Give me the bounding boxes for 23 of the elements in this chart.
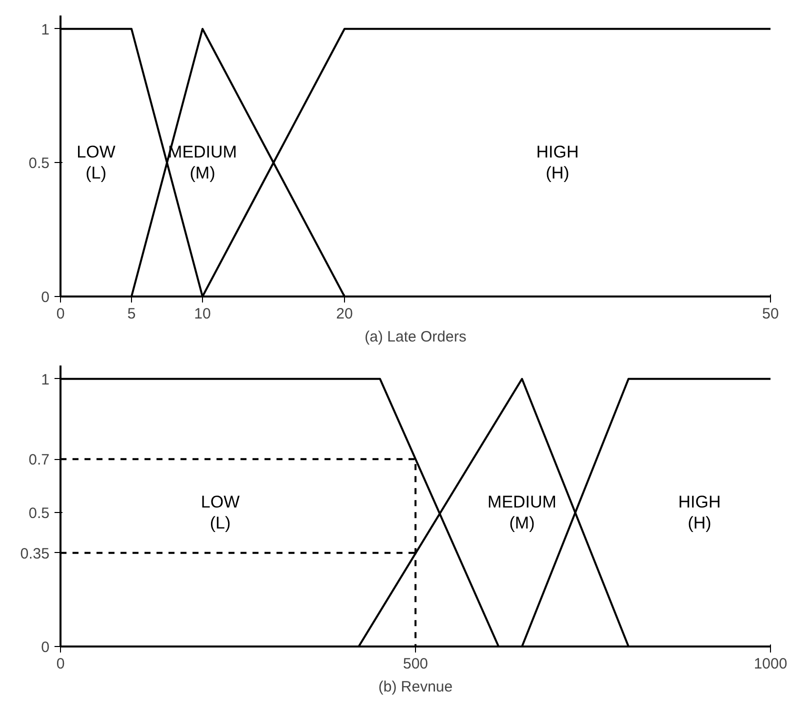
y-tick-label: 0.5 [28, 505, 50, 522]
x-tick-label: 1000 [754, 656, 788, 672]
text: (a) Late Orders [364, 328, 466, 346]
x-tick-label: 0 [56, 306, 65, 322]
x-tick-label: 5 [127, 306, 136, 322]
y-tick-label: 0 [41, 289, 50, 306]
x-tick-label: 20 [336, 306, 353, 322]
annotation: HIGH (H) [678, 492, 721, 533]
annotation: LOW (L) [76, 142, 116, 183]
annotation: MEDIUM (M) [488, 492, 556, 533]
y-tick-label: 0 [41, 639, 50, 656]
x-tick-label: 10 [194, 306, 211, 322]
y-tick-label: 1 [41, 21, 50, 38]
text: (b) Revnue [378, 678, 453, 696]
x-tick-label: 500 [402, 656, 428, 672]
y-tick-label: 0.5 [28, 155, 50, 172]
y-tick-label: 0.35 [20, 545, 50, 562]
annotation: HIGH (H) [536, 142, 579, 183]
annotation: LOW (L) [200, 492, 240, 533]
x-tick-label: 50 [762, 306, 779, 322]
y-tick-label: 1 [41, 371, 50, 388]
x-tick-label: 0 [56, 656, 65, 672]
y-tick-label: 0.7 [28, 452, 50, 469]
